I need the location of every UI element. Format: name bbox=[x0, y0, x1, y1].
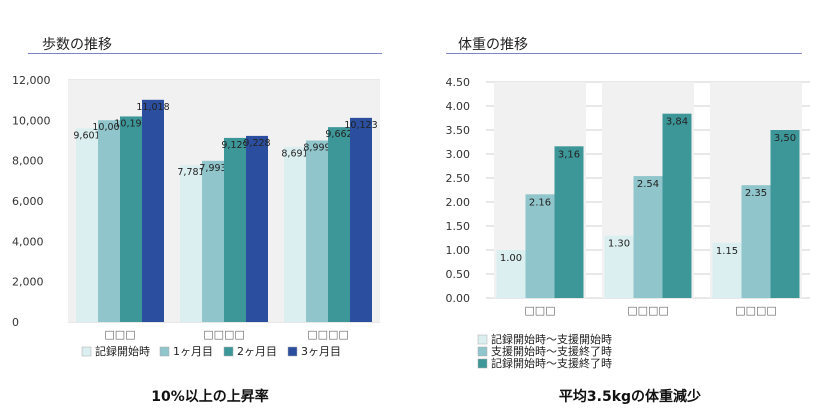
weight-category-label: □□□□ bbox=[735, 304, 777, 317]
weight-legend-swatch bbox=[477, 346, 488, 357]
steps-y-tick-label: 12,000 bbox=[12, 74, 51, 87]
weight-data-label: 1.30 bbox=[608, 239, 630, 250]
steps-data-label: 7,993 bbox=[199, 163, 226, 174]
weight-caption: 平均3.5kgの体重減少 bbox=[558, 389, 702, 405]
weight-y-tick-label: 1.00 bbox=[446, 244, 471, 257]
steps-bar bbox=[328, 127, 350, 323]
weight-legend-label: 記録開始時～支援終了時 bbox=[491, 356, 612, 370]
weight-bar bbox=[662, 113, 692, 299]
steps-data-label: 10,123 bbox=[344, 120, 377, 131]
weight-legend-swatch bbox=[477, 358, 488, 369]
weight-y-tick-label: 1.50 bbox=[446, 220, 471, 233]
weight-bar bbox=[712, 242, 742, 298]
steps-bar bbox=[224, 137, 246, 322]
weight-data-label: 2.54 bbox=[637, 179, 659, 190]
steps-legend-label: 2ヶ月目 bbox=[237, 345, 277, 358]
weight-y-tick-label: 2.00 bbox=[446, 196, 471, 209]
weight-legend-label: 支援開始時～支援終了時 bbox=[491, 344, 612, 358]
weight-chart-panel: 体重の推移 0.00 0.50 1.00 1.50 2.00 2.50 3.00 3.50 4.… bbox=[420, 0, 840, 416]
weight-legend-label: 記録開始時～支援開始時 bbox=[491, 332, 612, 346]
weight-chart: 0.00 0.50 1.00 1.50 2.00 2.50 3.00 3.50 4.00 4.50… bbox=[446, 76, 810, 370]
steps-bar bbox=[180, 165, 202, 322]
weight-data-label: 3,50 bbox=[774, 133, 796, 144]
steps-category-label: □□□□ bbox=[307, 328, 349, 341]
steps-bar bbox=[120, 116, 142, 323]
steps-category-label: □□□□ bbox=[203, 328, 245, 341]
weight-category-label: □□□ bbox=[524, 304, 555, 317]
steps-data-label: 8,999 bbox=[303, 143, 330, 154]
steps-data-label: 11,018 bbox=[136, 102, 169, 113]
steps-legend-swatch bbox=[287, 346, 298, 357]
steps-legend-swatch bbox=[81, 346, 92, 357]
weight-bar bbox=[525, 194, 555, 298]
steps-data-label: 7,781 bbox=[177, 167, 204, 178]
weight-y-tick-label: 2.50 bbox=[446, 172, 471, 185]
steps-y-tick-label: 8,000 bbox=[12, 155, 44, 168]
steps-bar bbox=[142, 99, 164, 322]
weight-title-rule bbox=[446, 53, 802, 54]
weight-y-tick-label: 4.50 bbox=[446, 76, 471, 89]
steps-y-tick-label: 6,000 bbox=[12, 195, 44, 208]
steps-legend: 記録開始時 1ヶ月目 2ヶ月目 3ヶ月目 bbox=[81, 344, 341, 358]
weight-data-label: 1.00 bbox=[500, 253, 522, 264]
steps-bar bbox=[284, 146, 306, 322]
weight-bar bbox=[496, 250, 526, 298]
steps-caption: 10%以上の上昇率 bbox=[151, 389, 269, 405]
steps-data-label: 9,228 bbox=[243, 138, 270, 149]
steps-y-tick-label: 2,000 bbox=[12, 276, 44, 289]
steps-legend-label: 1ヶ月目 bbox=[173, 345, 213, 358]
steps-bar bbox=[350, 117, 372, 322]
weight-data-label: 2.16 bbox=[529, 197, 551, 208]
steps-data-label: 10,005 bbox=[92, 122, 125, 133]
weight-bar bbox=[604, 235, 634, 298]
weight-y-tick-label: 3.00 bbox=[446, 148, 471, 161]
weight-bar bbox=[741, 185, 771, 298]
weight-data-label: 3,84 bbox=[666, 117, 688, 128]
steps-legend-swatch bbox=[223, 346, 234, 357]
steps-data-label: 9,662 bbox=[325, 129, 352, 140]
steps-legend-swatch bbox=[159, 346, 170, 357]
steps-bar bbox=[306, 140, 328, 322]
weight-bar bbox=[633, 176, 663, 298]
steps-y-tick-label: 4,000 bbox=[12, 235, 44, 248]
weight-data-label: 3,16 bbox=[558, 149, 580, 160]
steps-data-label: 8,691 bbox=[281, 149, 308, 160]
weight-category-label: □□□□ bbox=[627, 304, 669, 317]
weight-bar bbox=[770, 130, 800, 298]
weight-y-tick-label: 4.00 bbox=[446, 100, 471, 113]
weight-chart-title: 体重の推移 bbox=[458, 37, 528, 53]
steps-data-label: 9,129 bbox=[221, 140, 248, 151]
weight-data-label: 1.15 bbox=[716, 246, 738, 257]
steps-bar bbox=[76, 128, 98, 322]
steps-title-rule bbox=[28, 53, 382, 54]
steps-legend-label: 3ヶ月目 bbox=[301, 345, 341, 358]
steps-bar bbox=[202, 160, 224, 322]
weight-legend-swatch bbox=[477, 334, 488, 345]
weight-data-label: 2.35 bbox=[745, 188, 767, 199]
steps-category-label: □□□ bbox=[104, 328, 135, 341]
steps-bar bbox=[98, 120, 120, 322]
steps-data-label: 9,601 bbox=[73, 130, 100, 141]
steps-chart-title: 歩数の推移 bbox=[42, 37, 112, 53]
steps-data-label: 10,193 bbox=[114, 118, 147, 129]
steps-chart-panel: 歩数の推移 0 2,000 4,000 6,000 8,000 10,000 12,000 □… bbox=[12, 37, 382, 405]
weight-bar bbox=[554, 146, 584, 298]
weight-y-tick-label: 3.50 bbox=[446, 124, 471, 137]
steps-y-tick-label: 0 bbox=[12, 316, 19, 329]
steps-bar bbox=[246, 135, 268, 322]
steps-y-tick-label: 10,000 bbox=[12, 114, 51, 127]
weight-y-tick-label: 0.50 bbox=[446, 268, 471, 281]
steps-legend-label: 記録開始時 bbox=[95, 344, 150, 358]
weight-y-tick-label: 0.00 bbox=[446, 292, 471, 305]
